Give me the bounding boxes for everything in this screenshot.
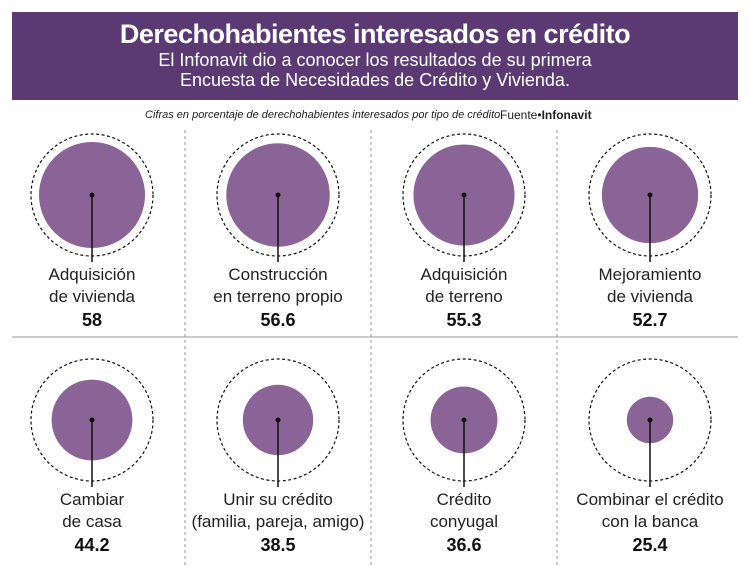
subtitle-line-1: El Infonavit dio a conocer los resultado… — [158, 50, 592, 70]
category-label: de vivienda — [607, 287, 694, 306]
value-label: 38.5 — [260, 535, 295, 555]
center-dot — [461, 417, 467, 423]
source-credit: Fuente•Infonavit — [500, 108, 592, 122]
value-label: 56.6 — [260, 310, 295, 330]
category-label: en terreno propio — [213, 287, 342, 306]
category-label: (familia, pareja, amigo) — [192, 512, 365, 531]
category-label: Construcción — [228, 265, 327, 284]
center-dot — [647, 417, 653, 423]
category-label: Combinar el crédito — [576, 490, 723, 509]
center-dot — [647, 192, 653, 198]
center-dot — [275, 192, 281, 198]
category-label: Unir su crédito — [223, 490, 333, 509]
category-label: Adquisición — [421, 265, 508, 284]
category-label: Adquisición — [49, 265, 136, 284]
category-label: de casa — [62, 512, 122, 531]
value-label: 36.6 — [446, 535, 481, 555]
header-banner: Derechohabientes interesados en crédito … — [12, 12, 738, 100]
value-label: 25.4 — [632, 535, 667, 555]
category-label: Mejoramiento — [599, 265, 702, 284]
value-label: 52.7 — [632, 310, 667, 330]
category-label: con la banca — [602, 512, 699, 531]
value-label: 55.3 — [446, 310, 481, 330]
value-label: 44.2 — [74, 535, 109, 555]
center-dot — [461, 192, 467, 198]
category-label: Cambiar — [60, 490, 125, 509]
center-dot — [275, 417, 281, 423]
value-label: 58 — [82, 310, 102, 330]
category-label: de vivienda — [49, 287, 136, 306]
source-name: Infonavit — [541, 108, 592, 122]
category-label: conyugal — [430, 512, 498, 531]
center-dot — [89, 192, 95, 198]
subtitle-line-2: Encuesta de Necesidades de Crédito y Viv… — [180, 70, 570, 90]
chart-note: Cifras en porcentaje de derechohabientes… — [145, 109, 501, 121]
source-prefix: Fuente• — [500, 108, 542, 122]
center-dot — [89, 417, 95, 423]
category-label: de terreno — [425, 287, 503, 306]
chart-title: Derechohabientes interesados en crédito — [119, 19, 631, 49]
category-label: Crédito — [437, 490, 492, 509]
